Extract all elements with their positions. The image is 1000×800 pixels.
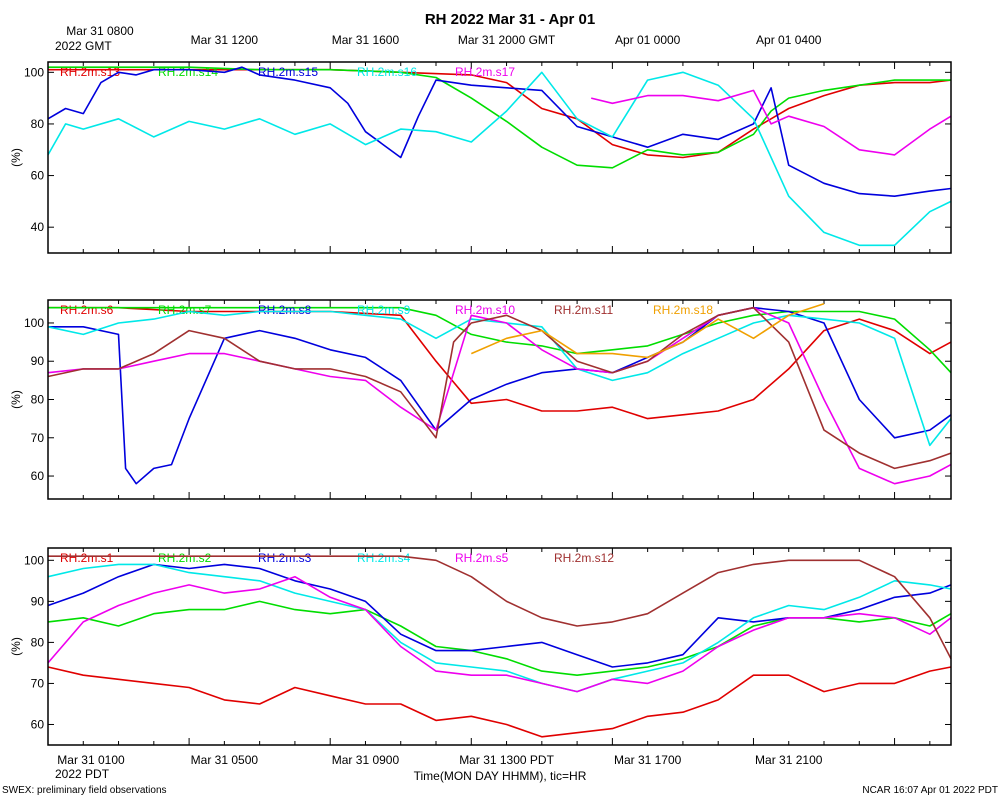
legend-entry: RH.2m.s18 (653, 303, 713, 317)
bottom-axis-label: Mar 31 2100 (755, 753, 823, 767)
panel-1: 40 60 80 100 (%) RH.2m.s13 RH.2m.s14 RH.2m.s15 R… (9, 61, 952, 254)
x-axis-label: Time(MON DAY HHMM), tic=HR (414, 769, 587, 783)
legend-entry: RH.2m.s17 (455, 65, 515, 79)
y-tick-label: 80 (31, 117, 45, 131)
series-line-RH.2m.s11 (47, 306, 952, 470)
y-tick-label: 100 (24, 65, 44, 79)
y-tick-label: 70 (31, 431, 45, 445)
legend-entry: RH.2m.s3 (258, 551, 312, 565)
series-line-RH.2m.s15 (47, 66, 952, 197)
legend-entry: RH.2m.s16 (357, 65, 417, 79)
legend-entry: RH.2m.s4 (357, 551, 411, 565)
series-line-RH.2m.s5 (47, 575, 952, 693)
legend-entry: RH.2m.s6 (60, 303, 114, 317)
top-axis-label: Mar 31 1200 (191, 33, 259, 47)
top-axis-sublabel: 2022 GMT (55, 39, 112, 53)
legend-entry: RH.2m.s9 (357, 303, 411, 317)
y-tick-label: 60 (31, 469, 45, 483)
legend-entry: RH.2m.s13 (60, 65, 120, 79)
series-line-RH.2m.s12 (48, 555, 952, 660)
series-line-RH.2m.s4 (47, 563, 952, 693)
y-tick-label: 80 (31, 635, 45, 649)
panel-2: 60 70 80 90 100 (%) RH.2m.s6 RH.2m.s7 RH.2m.s8 RH… (9, 299, 952, 500)
series-line-RH.2m.s1 (47, 666, 952, 738)
bottom-axis-label: Mar 31 0100 (57, 753, 125, 767)
series-line-RH.2m.s10 (47, 306, 952, 485)
legend-entry: RH.2m.s2 (158, 551, 212, 565)
y-axis-label: (%) (9, 148, 23, 167)
y-axis-label: (%) (9, 637, 23, 656)
y-tick-label: 100 (24, 553, 44, 567)
series-line-RH.2m.s13 (48, 68, 952, 159)
bottom-axis-label: Mar 31 1700 (614, 753, 682, 767)
series-line-RH.2m.s2 (47, 600, 952, 677)
y-tick-label: 80 (31, 393, 45, 407)
panel-frame (47, 299, 952, 500)
footer-left: SWEX: preliminary field observations (2, 785, 167, 796)
y-tick-label: 60 (31, 169, 45, 183)
series-line-RH.2m.s6 (48, 306, 952, 420)
legend-entry: RH.2m.s8 (258, 303, 312, 317)
top-axis-label: Mar 31 2000 GMT (458, 33, 556, 47)
panel-frame (47, 547, 952, 746)
series-line-RH.2m.s17 (591, 89, 952, 156)
legend-entry: RH.2m.s12 (554, 551, 614, 565)
legend-entry: RH.2m.s7 (158, 303, 212, 317)
bottom-axis-label: Mar 31 0500 (191, 753, 259, 767)
panel-3: 60 70 80 90 100 (%) RH.2m.s1 RH.2m.s2 RH.2m.s3 RH… (9, 547, 952, 746)
legend-entry: RH.2m.s10 (455, 303, 515, 317)
series-line-RH.2m.s18 (470, 303, 825, 359)
top-axis-label: Mar 31 0800 (66, 24, 134, 38)
legend-entry: RH.2m.s1 (60, 551, 114, 565)
panel-frame (47, 61, 952, 254)
series-line-RH.2m.s7 (48, 306, 952, 374)
top-axis-label: Mar 31 1600 (332, 33, 400, 47)
y-tick-label: 60 (31, 717, 45, 731)
y-tick-label: 40 (31, 220, 45, 234)
legend-entry: RH.2m.s5 (455, 551, 509, 565)
series-line-RH.2m.s14 (48, 66, 951, 169)
y-axis-label: (%) (9, 390, 23, 409)
legend-entry: RH.2m.s15 (258, 65, 318, 79)
top-axis-label: Apr 01 0400 (756, 33, 822, 47)
chart-title: RH 2022 Mar 31 - Apr 01 (425, 11, 595, 28)
bottom-axis-sublabel: 2022 PDT (55, 767, 110, 781)
series-line-RH.2m.s16 (47, 71, 952, 247)
series-line-RH.2m.s9 (47, 310, 952, 447)
bottom-axis-label: Mar 31 0900 (332, 753, 400, 767)
legend-entry: RH.2m.s11 (554, 303, 613, 317)
y-tick-label: 90 (31, 354, 45, 368)
series-line-RH.2m.s3 (47, 563, 952, 668)
y-tick-label: 100 (24, 316, 44, 330)
footer-right: NCAR 16:07 Apr 01 2022 PDT (862, 785, 998, 796)
legend-entry: RH.2m.s14 (158, 65, 218, 79)
y-tick-label: 70 (31, 676, 45, 690)
y-tick-label: 90 (31, 594, 45, 608)
top-axis-label: Apr 01 0000 (615, 33, 681, 47)
bottom-axis-label: Mar 31 1300 PDT (459, 753, 554, 767)
